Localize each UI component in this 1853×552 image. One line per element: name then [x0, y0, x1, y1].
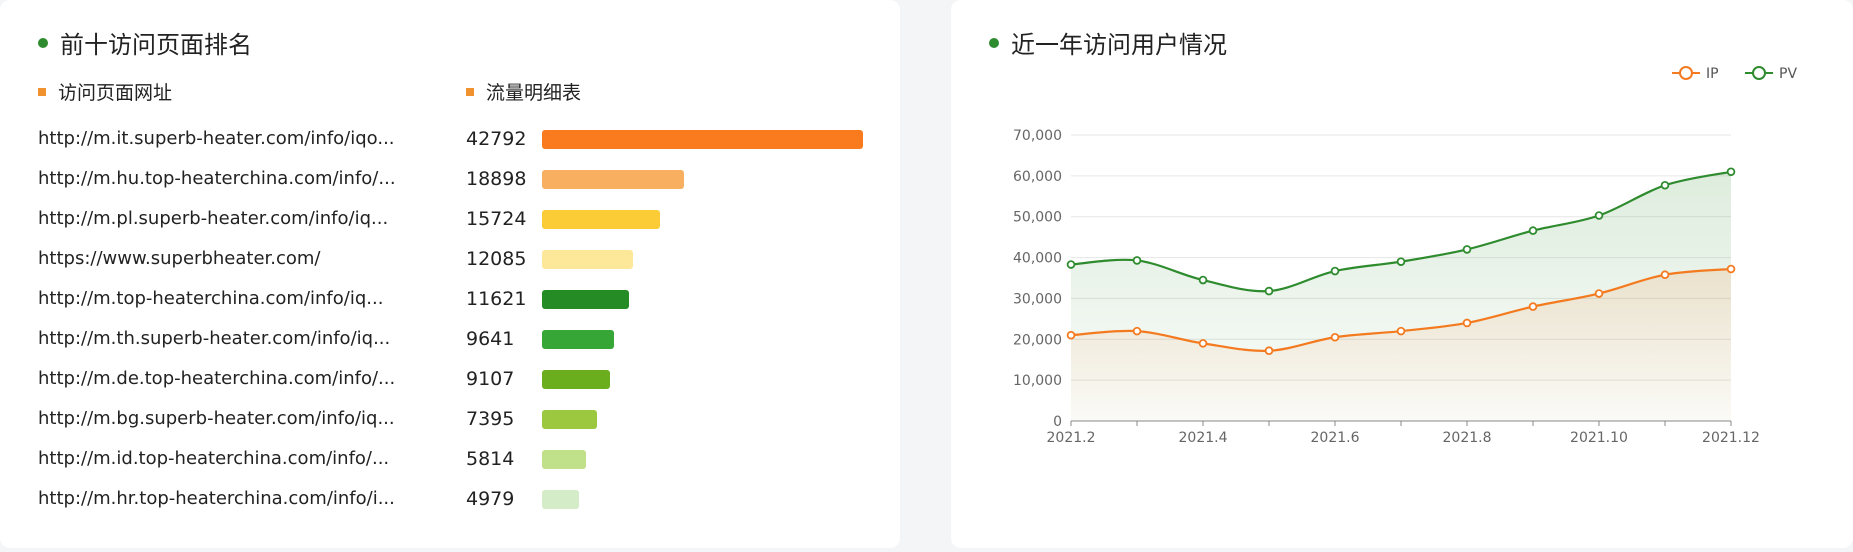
ip-data-point[interactable]: [1528, 302, 1538, 311]
table-row: https://www.superbheater.com/12085: [0, 239, 900, 279]
traffic-value: 7395: [466, 408, 515, 430]
traffic-bar: [542, 490, 579, 509]
y-tick-label: 50,000: [1013, 210, 1062, 226]
traffic-value: 4979: [466, 488, 515, 510]
url-column-label: 访问页面网址: [58, 82, 173, 104]
traffic-bar: [542, 130, 863, 149]
traffic-value: 9107: [466, 368, 515, 390]
x-tick-label: 2021.8: [1443, 430, 1492, 446]
page-url[interactable]: https://www.superbheater.com/: [38, 248, 321, 269]
yearly-visits-line-chart: 0 10,000 20,000 30,000 40,000 50,000 60,000 70,…: [1013, 66, 1797, 446]
traffic-bar: [542, 170, 684, 189]
traffic-bar: [542, 210, 660, 229]
pv-data-point[interactable]: [1198, 275, 1208, 285]
page-url[interactable]: http://m.de.top-heaterchina.com/info/...: [38, 368, 396, 389]
table-row: http://m.id.top-heaterchina.com/info/...…: [0, 439, 900, 479]
pv-data-point[interactable]: [1264, 286, 1274, 296]
traffic-bar: [542, 410, 597, 429]
page-url[interactable]: http://m.it.superb-heater.com/info/iqo..…: [38, 128, 395, 149]
pv-data-point[interactable]: [1726, 167, 1736, 177]
page-url[interactable]: http://m.hr.top-heaterchina.com/info/i..…: [38, 488, 395, 509]
legend-circle-icon: [1679, 66, 1693, 80]
table-row: http://m.top-heaterchina.com/info/iq... 1…: [0, 279, 900, 319]
top-pages-card: 前十访问页面排名 访问页面网址 流量明细表 http://m.it.superb…: [0, 0, 900, 548]
table-row: http://m.hr.top-heaterchina.com/info/i..…: [0, 479, 900, 519]
page-url[interactable]: http://m.th.superb-heater.com/info/iq...: [38, 328, 391, 349]
traffic-value: 15724: [466, 208, 527, 230]
ip-area: [1071, 269, 1731, 421]
y-tick-label: 60,000: [1013, 169, 1062, 185]
y-tick-label: 40,000: [1013, 251, 1062, 267]
table-row: http://m.th.superb-heater.com/info/iq...…: [0, 319, 900, 359]
title-dot-icon: [989, 37, 999, 48]
page-url[interactable]: http://m.top-heaterchina.com/info/iq...: [38, 288, 384, 309]
ip-data-point[interactable]: [1462, 318, 1472, 328]
ip-data-point[interactable]: [1198, 339, 1208, 348]
legend-circle-icon: [1752, 66, 1766, 80]
title-dot-icon: [38, 37, 48, 48]
pv-data-point[interactable]: [1066, 260, 1076, 269]
y-tick-label: 10,000: [1013, 373, 1062, 389]
top-pages-title-wrap: 前十访问页面排名: [38, 25, 252, 60]
traffic-bar: [542, 450, 586, 469]
page-url[interactable]: http://m.pl.superb-heater.com/info/iq...: [38, 208, 389, 229]
traffic-column-header: 流量明细表: [466, 78, 581, 105]
x-tick-label: 2021.10: [1570, 430, 1628, 446]
y-tick-label: 30,000: [1013, 291, 1062, 307]
x-tick-label: 2021.6: [1311, 430, 1360, 446]
url-column-header: 访问页面网址: [38, 78, 172, 105]
pv-data-point[interactable]: [1132, 256, 1142, 265]
square-bullet-icon: [38, 87, 46, 96]
yearly-visits-title-wrap: 近一年访问用户情况: [989, 25, 1227, 60]
x-tick-label: 2021.4: [1179, 430, 1228, 446]
traffic-column-label: 流量明细表: [486, 82, 582, 104]
pv-data-point[interactable]: [1528, 226, 1538, 235]
y-tick-label: 70,000: [1013, 128, 1062, 144]
pv-data-point[interactable]: [1396, 257, 1406, 266]
legend-label: PV: [1779, 66, 1797, 82]
table-row: http://m.hu.top-heaterchina.com/info/...…: [0, 159, 900, 199]
pv-data-point[interactable]: [1594, 211, 1604, 220]
x-tick-label: 2021.12: [1702, 430, 1760, 446]
page-url[interactable]: http://m.bg.superb-heater.com/info/iq...: [38, 408, 395, 429]
y-tick-label: 0: [1053, 414, 1062, 430]
square-bullet-icon: [466, 87, 474, 96]
table-row: http://m.it.superb-heater.com/info/iqo..…: [0, 119, 900, 159]
ip-data-point[interactable]: [1396, 326, 1406, 336]
page-url[interactable]: http://m.id.top-heaterchina.com/info/...: [38, 448, 390, 469]
traffic-value: 9641: [466, 328, 515, 350]
traffic-bar: [542, 250, 633, 269]
traffic-value: 11621: [466, 288, 527, 310]
legend-label: IP: [1706, 66, 1719, 82]
ip-data-point[interactable]: [1726, 264, 1736, 274]
traffic-bar: [542, 370, 610, 389]
ip-data-point[interactable]: [1066, 330, 1076, 340]
legend-ip[interactable]: IP: [1672, 66, 1719, 82]
table-row: http://m.de.top-heaterchina.com/info/...…: [0, 359, 900, 399]
pv-data-point[interactable]: [1660, 180, 1670, 190]
legend-pv[interactable]: PV: [1745, 66, 1797, 82]
traffic-value: 12085: [466, 248, 527, 270]
table-row: http://m.bg.superb-heater.com/info/iq...…: [0, 399, 900, 439]
pv-data-point[interactable]: [1462, 245, 1472, 254]
ip-data-point[interactable]: [1594, 289, 1604, 298]
page-url[interactable]: http://m.hu.top-heaterchina.com/info/...: [38, 168, 396, 189]
table-row: http://m.pl.superb-heater.com/info/iq...…: [0, 199, 900, 239]
yearly-visits-card: 近一年访问用户情况 0 10,000 20,000 30,000 40,000 50,00…: [951, 0, 1853, 548]
pv-data-point[interactable]: [1330, 266, 1340, 276]
traffic-value: 5814: [466, 448, 515, 470]
yearly-visits-title: 近一年访问用户情况: [1011, 31, 1227, 59]
traffic-bar: [542, 290, 629, 309]
y-tick-label: 20,000: [1013, 332, 1062, 348]
top-pages-title: 前十访问页面排名: [60, 31, 252, 59]
ip-data-point[interactable]: [1330, 332, 1340, 342]
ip-data-point[interactable]: [1264, 346, 1274, 356]
x-tick-label: 2021.2: [1047, 430, 1096, 446]
ip-data-point[interactable]: [1660, 270, 1670, 280]
traffic-bar: [542, 330, 614, 349]
traffic-value: 42792: [466, 128, 527, 150]
traffic-value: 18898: [466, 168, 527, 190]
ip-data-point[interactable]: [1132, 326, 1142, 336]
